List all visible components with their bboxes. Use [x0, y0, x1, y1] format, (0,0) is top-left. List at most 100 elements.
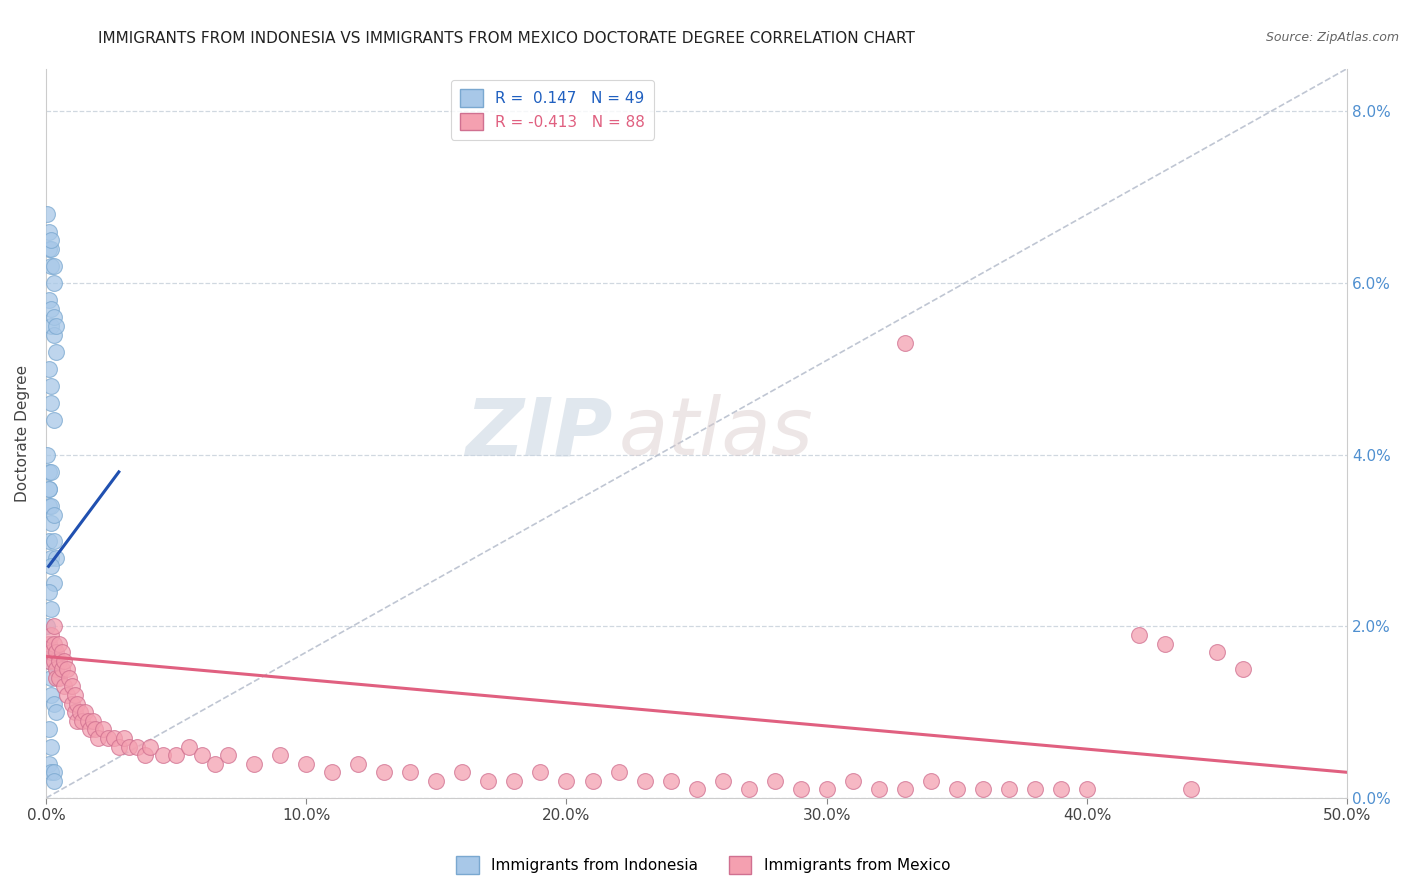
Point [295, 756, 318, 771]
Point [477, 773, 499, 788]
Point [607, 765, 630, 780]
Point [790, 782, 813, 797]
Point [125, 739, 148, 754]
Point [66, 697, 89, 711]
Point [79, 723, 101, 737]
Point [685, 782, 707, 797]
Point [42, 413, 65, 427]
Point [38, 723, 60, 737]
Point [72, 714, 94, 728]
Point [38, 533, 60, 548]
Point [1206, 645, 1229, 659]
Point [42, 576, 65, 591]
Text: IMMIGRANTS FROM INDONESIA VS IMMIGRANTS FROM MEXICO DOCTORATE DEGREE CORRELATION: IMMIGRANTS FROM INDONESIA VS IMMIGRANTS … [98, 31, 915, 46]
Point [42, 773, 65, 788]
Point [56, 662, 79, 676]
Point [842, 773, 865, 788]
Point [42, 508, 65, 522]
Point [37, 448, 59, 462]
Point [711, 773, 734, 788]
Point [39, 396, 62, 410]
Y-axis label: Doctorate Degree: Doctorate Degree [15, 365, 30, 502]
Text: ZIP: ZIP [464, 394, 612, 472]
Point [58, 671, 80, 685]
Point [894, 336, 917, 351]
Point [45, 671, 67, 685]
Point [1050, 782, 1073, 797]
Point [45, 550, 67, 565]
Point [1128, 628, 1150, 642]
Point [39, 500, 62, 514]
Point [321, 765, 343, 780]
Point [45, 318, 67, 333]
Point [42, 765, 65, 780]
Point [66, 714, 89, 728]
Point [581, 773, 603, 788]
Point [42, 310, 65, 325]
Point [399, 765, 422, 780]
Point [45, 705, 67, 719]
Point [51, 662, 73, 676]
Point [60, 697, 83, 711]
Point [45, 662, 67, 676]
Point [633, 773, 655, 788]
Point [39, 645, 62, 659]
Point [38, 756, 60, 771]
Point [425, 773, 447, 788]
Point [76, 714, 98, 728]
Point [37, 619, 59, 633]
Point [38, 654, 60, 668]
Point [39, 516, 62, 531]
Point [191, 748, 214, 763]
Point [39, 550, 62, 565]
Point [39, 379, 62, 393]
Point [38, 482, 60, 496]
Point [503, 773, 526, 788]
Point [38, 636, 60, 650]
Point [179, 739, 201, 754]
Point [134, 748, 156, 763]
Point [63, 688, 86, 702]
Point [868, 782, 890, 797]
Point [763, 773, 786, 788]
Point [38, 636, 60, 650]
Point [946, 782, 969, 797]
Point [347, 756, 370, 771]
Point [97, 731, 120, 745]
Point [1076, 782, 1098, 797]
Point [37, 207, 59, 221]
Point [920, 773, 942, 788]
Point [39, 233, 62, 247]
Point [38, 500, 60, 514]
Point [42, 276, 65, 290]
Point [39, 259, 62, 273]
Point [38, 585, 60, 599]
Point [38, 225, 60, 239]
Point [73, 705, 96, 719]
Point [118, 739, 141, 754]
Point [112, 731, 135, 745]
Point [204, 756, 226, 771]
Point [1232, 662, 1254, 676]
Point [48, 654, 70, 668]
Point [38, 482, 60, 496]
Point [39, 602, 62, 616]
Point [45, 645, 67, 659]
Point [152, 748, 174, 763]
Point [84, 723, 107, 737]
Point [998, 782, 1021, 797]
Point [42, 327, 65, 342]
Point [42, 697, 65, 711]
Point [42, 636, 65, 650]
Point [39, 671, 62, 685]
Point [48, 636, 70, 650]
Point [103, 731, 125, 745]
Point [39, 242, 62, 256]
Legend: R =  0.147   N = 49, R = -0.413   N = 88: R = 0.147 N = 49, R = -0.413 N = 88 [450, 79, 654, 139]
Point [39, 628, 62, 642]
Point [39, 739, 62, 754]
Point [269, 748, 291, 763]
Text: atlas: atlas [619, 394, 813, 472]
Point [972, 782, 994, 797]
Point [39, 765, 62, 780]
